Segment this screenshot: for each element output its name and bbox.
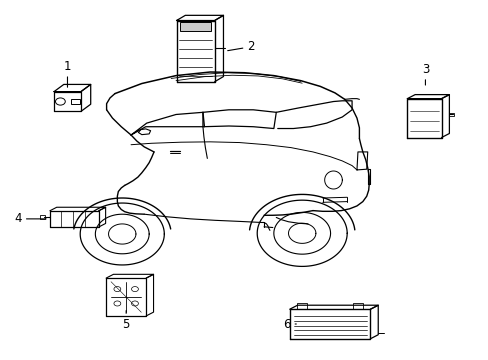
Bar [448,113,453,116]
Bar [40,215,45,219]
Bar [71,99,80,104]
Text: 6: 6 [283,318,296,330]
Text: 2: 2 [227,40,254,53]
Bar [352,303,362,309]
Bar [297,303,306,309]
Text: 4: 4 [15,212,46,225]
Text: 3: 3 [421,63,428,85]
Bar [180,22,210,31]
Text: 5: 5 [122,311,130,330]
Text: 1: 1 [63,60,71,87]
